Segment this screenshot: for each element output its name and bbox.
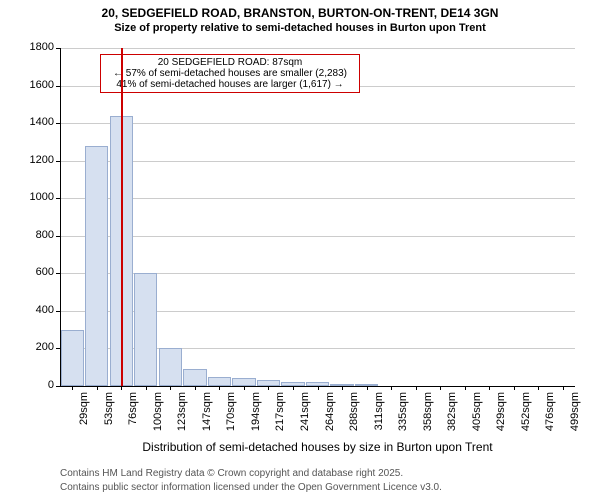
x-tick-label: 429sqm: [495, 392, 507, 442]
x-tick-label: 311sqm: [373, 392, 385, 442]
x-tick-label: 123sqm: [176, 392, 188, 442]
x-tick-label: 405sqm: [471, 392, 483, 442]
gridline: [60, 48, 575, 49]
x-tick-label: 288sqm: [348, 392, 360, 442]
x-tick-label: 264sqm: [324, 392, 336, 442]
y-tick-label: 1400: [30, 116, 54, 128]
y-axis-line: [60, 48, 61, 386]
x-tick-label: 382sqm: [446, 392, 458, 442]
y-tick-label: 800: [36, 229, 54, 241]
x-tick-label: 241sqm: [299, 392, 311, 442]
gridline: [60, 236, 575, 237]
x-axis-title: Distribution of semi-detached houses by …: [60, 440, 575, 454]
chart-title-line2: Size of property relative to semi-detach…: [0, 22, 600, 34]
x-tick-label: 335sqm: [397, 392, 409, 442]
x-tick-label: 147sqm: [201, 392, 213, 442]
y-tick-label: 1600: [30, 79, 54, 91]
x-tick-label: 499sqm: [569, 392, 581, 442]
gridline: [60, 161, 575, 162]
x-tick-label: 170sqm: [225, 392, 237, 442]
gridline: [60, 198, 575, 199]
x-axis-line: [60, 386, 575, 387]
chart-title-line1: 20, SEDGEFIELD ROAD, BRANSTON, BURTON-ON…: [0, 6, 600, 20]
x-tick-label: 358sqm: [422, 392, 434, 442]
histogram-bar: [61, 330, 84, 386]
x-tick-label: 476sqm: [544, 392, 556, 442]
annotation-line3: 41% of semi-detached houses are larger (…: [105, 79, 355, 90]
annotation-line2: ← 57% of semi-detached houses are smalle…: [105, 68, 355, 79]
y-tick-label: 600: [36, 266, 54, 278]
histogram-bar: [208, 377, 231, 386]
x-tick-label: 100sqm: [152, 392, 164, 442]
y-tick-label: 200: [36, 341, 54, 353]
y-tick-label: 1800: [30, 41, 54, 53]
y-tick-label: 400: [36, 304, 54, 316]
y-tick-label: 0: [48, 379, 54, 391]
histogram-bar: [134, 273, 157, 386]
footer-line2: Contains public sector information licen…: [60, 482, 442, 493]
y-tick-label: 1000: [30, 191, 54, 203]
y-tick-label: 1200: [30, 154, 54, 166]
x-tick-label: 76sqm: [127, 392, 139, 442]
x-tick-label: 194sqm: [250, 392, 262, 442]
gridline: [60, 123, 575, 124]
x-tick-label: 452sqm: [520, 392, 532, 442]
histogram-bar: [85, 146, 108, 386]
footer-line1: Contains HM Land Registry data © Crown c…: [60, 468, 403, 479]
histogram-bar: [183, 369, 206, 386]
x-tick-label: 217sqm: [274, 392, 286, 442]
annotation-box: 20 SEDGEFIELD ROAD: 87sqm ← 57% of semi-…: [100, 54, 360, 93]
x-tick-label: 29sqm: [78, 392, 90, 442]
annotation-line1: 20 SEDGEFIELD ROAD: 87sqm: [105, 57, 355, 68]
x-tick-label: 53sqm: [103, 392, 115, 442]
histogram-bar: [159, 348, 182, 386]
property-marker-line: [121, 48, 123, 386]
histogram-bar: [232, 378, 255, 386]
